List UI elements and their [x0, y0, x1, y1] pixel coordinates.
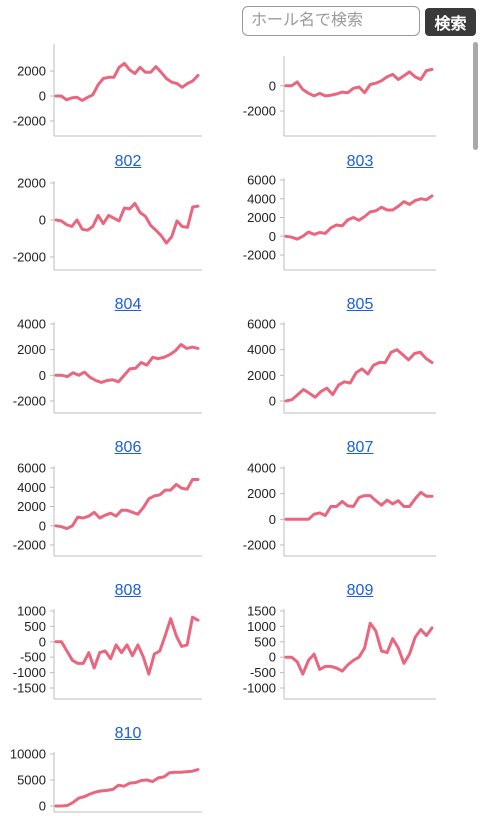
y-tick-label: 2000	[17, 176, 46, 191]
y-tick-label: 1500	[247, 604, 276, 619]
chart-plot: 0 -2000	[243, 56, 436, 137]
chart-plot: 2000 0 -2000	[13, 176, 202, 271]
chart-plot: 6000 4000 2000 0 -2000	[243, 173, 436, 271]
y-tick-label: 6000	[247, 173, 276, 188]
y-tick-label: -2000	[13, 394, 46, 409]
chart-803: 803 6000 4000 2000 0 -2000	[240, 152, 476, 274]
search-bar: 検索	[242, 6, 476, 36]
chart-807: 807 4000 2000 0 -2000	[240, 438, 476, 560]
y-tick-label: 0	[269, 650, 276, 665]
y-tick-label: 0	[39, 518, 46, 533]
y-tick-label: 0	[39, 368, 46, 383]
y-tick-label: 0	[269, 394, 276, 409]
y-tick-label: -2000	[13, 114, 46, 129]
chart-805: 805 6000 4000 2000 0	[240, 295, 476, 417]
series-line	[54, 478, 200, 531]
y-tick-label: 2000	[17, 64, 46, 79]
chart-title-link[interactable]: 809	[346, 582, 374, 599]
y-tick-label: -2000	[243, 538, 276, 553]
chart-plot: 6000 4000 2000 0 -2000	[13, 461, 202, 557]
series-line	[54, 201, 200, 245]
series-line	[54, 768, 200, 808]
y-tick-label: 1000	[17, 604, 46, 619]
y-tick-label: 0	[269, 78, 276, 93]
series-line	[54, 615, 200, 676]
search-input[interactable]	[242, 6, 420, 36]
chart-title-link[interactable]: 810	[114, 725, 142, 742]
chart-title-link[interactable]: 808	[114, 582, 142, 599]
chart-802: 802 2000 0 -2000	[2, 152, 238, 274]
y-tick-label: -2000	[243, 104, 276, 119]
y-tick-label: 2000	[247, 486, 276, 501]
chart-804: 804 4000 2000 0 -2000	[2, 295, 238, 417]
y-tick-label: 6000	[247, 317, 276, 332]
chart-plot: 4000 2000 0 -2000	[13, 317, 202, 414]
y-tick-label: -1000	[13, 665, 46, 680]
chart-title-link[interactable]: 806	[114, 439, 142, 456]
chart-title-link[interactable]: 807	[346, 439, 374, 456]
chart-plot: 10000 5000 0	[10, 747, 202, 814]
y-tick-label: -1500	[13, 681, 46, 696]
y-tick-label: 4000	[247, 342, 276, 357]
chart-806: 806 6000 4000 2000 0 -2000	[2, 438, 238, 560]
y-tick-label: -500	[250, 665, 276, 680]
series-line	[284, 348, 434, 403]
y-tick-label: 6000	[17, 461, 46, 476]
y-tick-label: -2000	[13, 538, 46, 553]
series-line	[284, 490, 434, 521]
y-tick-label: -1000	[243, 681, 276, 696]
y-tick-label: 2000	[17, 499, 46, 514]
y-tick-label: 4000	[17, 317, 46, 332]
chart-top-0: 2000 0 -2000	[2, 38, 238, 140]
y-tick-label: 0	[39, 634, 46, 649]
chart-plot: 2000 0 -2000	[13, 44, 202, 137]
y-tick-label: 0	[269, 229, 276, 244]
y-tick-label: -2000	[243, 248, 276, 263]
search-button[interactable]: 検索	[425, 8, 476, 36]
y-tick-label: 0	[39, 799, 46, 814]
y-tick-label: 4000	[17, 480, 46, 495]
y-tick-label: 500	[24, 619, 46, 634]
y-tick-label: 10000	[10, 747, 46, 762]
y-tick-label: 4000	[247, 461, 276, 476]
y-tick-label: -2000	[13, 250, 46, 265]
chart-title-link[interactable]: 803	[346, 153, 374, 170]
chart-top-1: 0 -2000	[240, 38, 476, 140]
chart-plot: 4000 2000 0 -2000	[243, 461, 436, 557]
y-tick-label: 0	[269, 512, 276, 527]
y-tick-label: 500	[254, 634, 276, 649]
y-tick-label: 5000	[17, 773, 46, 788]
chart-title-link[interactable]: 804	[114, 296, 142, 313]
chart-808: 808 1000 500 0 -500 -1000 -1500	[2, 581, 238, 703]
y-tick-label: 0	[39, 213, 46, 228]
y-tick-label: -500	[20, 650, 46, 665]
series-line	[284, 67, 434, 98]
series-line	[284, 621, 434, 676]
scrollbar[interactable]	[473, 42, 478, 150]
chart-810: 810 10000 5000 0	[2, 724, 238, 816]
chart-title-link[interactable]: 805	[346, 296, 374, 313]
y-tick-label: 1000	[247, 619, 276, 634]
chart-plot: 6000 4000 2000 0	[247, 317, 436, 414]
y-tick-label: 4000	[247, 191, 276, 206]
y-tick-label: 0	[39, 89, 46, 104]
chart-809: 809 1500 1000 500 0 -500 -1000	[240, 581, 476, 703]
y-tick-label: 2000	[247, 210, 276, 225]
series-line	[54, 343, 200, 384]
series-line	[284, 194, 434, 241]
series-line	[54, 62, 200, 102]
y-tick-label: 2000	[247, 368, 276, 383]
y-tick-label: 2000	[17, 342, 46, 357]
chart-title-link[interactable]: 802	[114, 153, 142, 170]
